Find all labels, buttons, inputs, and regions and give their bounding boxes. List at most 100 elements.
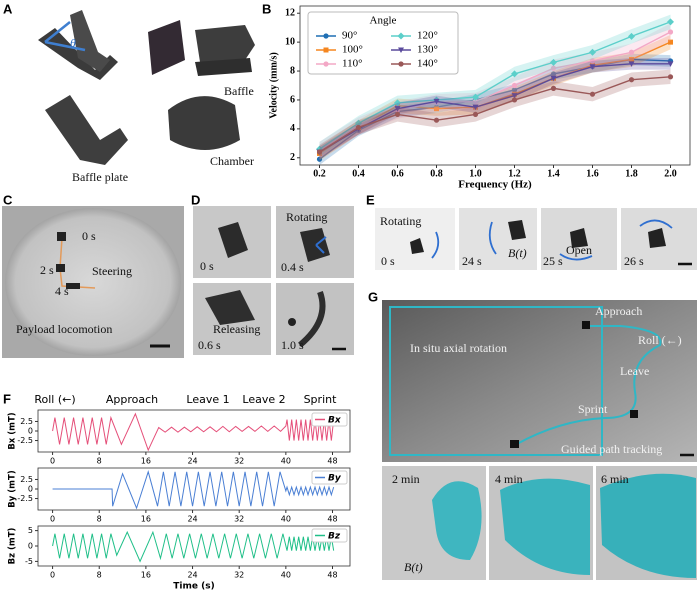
rotation-arrow (559, 253, 593, 261)
leave-label: Leave (620, 364, 649, 378)
panel-label: C (3, 192, 13, 207)
legend-box (307, 11, 459, 75)
panel-label: B (262, 1, 271, 16)
legend-box (311, 528, 348, 543)
robot (66, 283, 80, 289)
y-tick-label: 0 (28, 542, 33, 551)
robot (218, 222, 248, 258)
data-point (628, 32, 635, 40)
photo (382, 300, 697, 462)
time-label: 26 s (624, 254, 644, 268)
x-tick-label: 8 (97, 457, 102, 466)
x-tick-label: 2.0 (664, 168, 677, 179)
panel-f-phases: Roll (←) Approach Leave 1 Leave 2 Sprint (34, 393, 337, 406)
x-tick-label: 1.4 (547, 168, 560, 179)
phase-label: Sprint (304, 393, 338, 406)
phase-label: Roll (←) (34, 393, 75, 406)
panel-label: E (366, 192, 375, 207)
legend-label: Bx (328, 416, 342, 426)
y-tick-label: 6 (290, 94, 295, 105)
data-point (589, 64, 596, 70)
y-tick-label: -2.5 (17, 436, 33, 445)
robot (410, 238, 424, 254)
steering-label: Steering (92, 264, 132, 278)
time-label: 0.6 s (198, 338, 221, 352)
chamber-label: Chamber (210, 154, 254, 168)
legend-box (311, 412, 348, 427)
error-band (319, 34, 671, 161)
data-point (550, 71, 557, 77)
series-line (319, 21, 671, 150)
data-point (668, 39, 673, 45)
error-band (319, 58, 671, 158)
robot (56, 264, 65, 272)
y-tick-label: 5 (28, 526, 33, 535)
error-band (319, 23, 671, 160)
x-tick-label: 1.6 (586, 168, 599, 179)
series-line (319, 63, 671, 153)
legend-label: 130° (417, 44, 438, 56)
x-tick-label: 0.4 (352, 168, 365, 179)
x-tick-label: 0.2 (313, 168, 326, 179)
data-point (550, 58, 557, 66)
chamber-part (195, 25, 255, 62)
series-line (52, 530, 335, 563)
data-point (628, 49, 635, 55)
time-label: 1.0 s (281, 338, 304, 352)
legend-title: Angle (370, 15, 397, 27)
x-axis-title: Frequency (Hz) (458, 179, 532, 191)
y-axis-title: Velocity (mm/s) (268, 52, 279, 119)
x-tick-label: 48 (327, 515, 337, 524)
robot (508, 220, 526, 240)
time-label: 0 s (381, 254, 395, 268)
photo (459, 208, 537, 270)
rotation-label: In situ axial rotation (410, 341, 507, 355)
y-tick-label: 0 (28, 427, 33, 436)
data-point (667, 18, 674, 26)
x-tick-label: 1.2 (508, 168, 521, 179)
data-point (355, 124, 362, 131)
panel-label: D (191, 192, 200, 207)
legend-label: 90° (342, 30, 357, 42)
x-tick-label: 24 (187, 457, 197, 466)
chart: 0.2 0.4 0.6 0.8 1.0 1.2 1.4 1.6 1.8 2.0 2 4 6 8 10 12 An… (268, 5, 691, 191)
legend-marker (398, 61, 404, 67)
data-point (472, 111, 479, 118)
robot (300, 228, 330, 262)
rotation-arrow (639, 219, 673, 229)
rotation-arrow (315, 236, 327, 254)
legend-marker (323, 47, 329, 53)
data-point (667, 61, 674, 67)
panel-label: A (3, 1, 13, 16)
angle-label: θ (70, 36, 76, 50)
time-label: 0 s (200, 259, 214, 273)
roll-label: Roll (←) (638, 333, 682, 347)
legend-box (311, 470, 348, 485)
x-tick-label: 32 (234, 571, 244, 580)
data-point (316, 149, 323, 155)
plot-frame (299, 5, 691, 166)
x-tick-label: 40 (281, 457, 291, 466)
robot (648, 228, 666, 248)
time-label: 2 min (392, 472, 420, 486)
robot (582, 321, 590, 329)
releasing-label: Releasing (213, 322, 260, 336)
robot (205, 290, 255, 325)
data-point (589, 48, 596, 56)
x-tick-label: 40 (281, 571, 291, 580)
data-point (511, 93, 518, 99)
rotation-label-box: In situ axial rotation (410, 341, 507, 355)
data-point (394, 99, 401, 107)
x-tick-label: 8 (97, 571, 102, 580)
x-tick-label: 16 (141, 571, 151, 580)
series-line (52, 470, 335, 510)
data-point (550, 85, 557, 91)
rotation-region (389, 306, 603, 456)
caption: Payload locomotion (16, 322, 112, 336)
y-tick-label: 2.5 (20, 475, 33, 484)
y-tick-label: -5 (25, 557, 33, 566)
series-line (319, 76, 671, 153)
photo (276, 283, 354, 355)
